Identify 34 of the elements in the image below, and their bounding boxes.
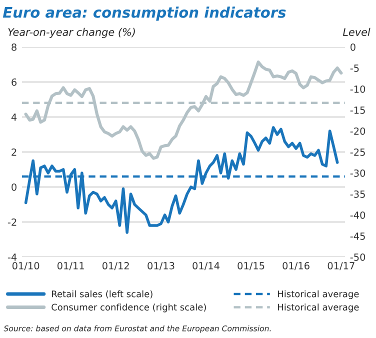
y-tick-label: 6 — [12, 78, 17, 86]
y2-tick-label: -45 — [350, 232, 365, 240]
y-tick-label: 4 — [11, 114, 17, 121]
x-tick-label: 01/15 — [238, 262, 264, 270]
y-tick-label: -4 — [8, 254, 17, 261]
x-tick-label: 01/16 — [282, 262, 310, 270]
y2-tick-label: -30 — [350, 169, 366, 177]
x-tick-label: 01/12 — [102, 262, 129, 270]
y-tick-label: 2 — [12, 148, 16, 156]
y2-tick-label: -20 — [350, 127, 366, 135]
y2-tick-label: -15 — [350, 106, 365, 114]
y2-tick-label: -25 — [350, 148, 365, 156]
legend-label: Consumer confidence (right scale) — [52, 304, 206, 312]
y-tick-label: 8 — [12, 43, 16, 51]
x-tick-label: 01/11 — [57, 262, 84, 270]
x-tick-label: 01/17 — [328, 262, 354, 270]
legend-label: Retail sales (left scale) — [52, 290, 152, 298]
y2-tick-label: -5 — [350, 64, 359, 72]
legend-label: Historical average — [278, 290, 359, 300]
x-tick-label: 01/13 — [148, 262, 174, 270]
x-tick-label: 01/14 — [192, 262, 220, 270]
legend-label: Historical average — [278, 304, 359, 312]
x-tick-label: 01/10 — [12, 262, 40, 270]
y2-tick-label: -35 — [350, 190, 365, 198]
y2-tick-label: 0 — [350, 43, 356, 51]
line-series — [24, 60, 343, 160]
y-tick-label: -2 — [8, 218, 16, 226]
y2-tick-label: -50 — [350, 253, 366, 261]
y2-tick-label: -10 — [350, 85, 366, 93]
y2-axis-title: Level — [342, 28, 370, 36]
y2-tick-label: -40 — [350, 211, 366, 219]
chart-title: Euro area: consumption indicators — [2, 6, 286, 21]
y-axis-title: Year-on-year change (%) — [8, 28, 135, 38]
y-tick-label: 0 — [12, 183, 16, 191]
